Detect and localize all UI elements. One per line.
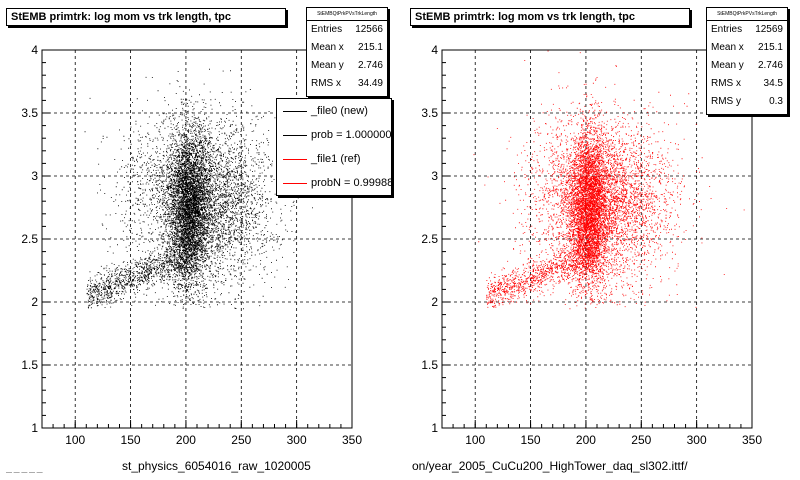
x-tick-label: 200 bbox=[576, 433, 596, 447]
left-x-axis-label: st_physics_6054016_raw_1020005 bbox=[122, 459, 311, 473]
left-stats-row: Entries 12566 bbox=[311, 24, 383, 35]
right-stats-row: RMS y 0.3 bbox=[711, 96, 783, 107]
left-stats-header: StEMBQtPrkPVsTrkLength bbox=[307, 8, 387, 21]
y-tick-label: 3 bbox=[431, 169, 438, 183]
x-tick-label: 250 bbox=[631, 433, 651, 447]
right-stats-header: StEMBQtPrkPVsTrkLength bbox=[707, 8, 787, 21]
right-stats-row: Mean x 215.1 bbox=[711, 42, 783, 53]
x-tick-label: 300 bbox=[687, 433, 707, 447]
y-tick-label: 1 bbox=[31, 421, 38, 435]
y-tick-label: 1.5 bbox=[21, 358, 38, 372]
footer-text: — — — — — bbox=[6, 470, 43, 476]
x-tick-label: 150 bbox=[521, 433, 541, 447]
y-tick-label: 4 bbox=[31, 43, 38, 57]
right-x-axis-label: on/year_2005_CuCu200_HighTower_daq_sl302… bbox=[412, 459, 688, 473]
legend-line-swatch bbox=[283, 159, 307, 160]
y-tick-label: 4 bbox=[431, 43, 438, 57]
x-tick-label: 100 bbox=[465, 433, 485, 447]
right-stats-box: StEMBQtPrkPVsTrkLength Entries 12569 Mean… bbox=[706, 7, 788, 115]
left-stats-box: StEMBQtPrkPVsTrkLength Entries 12566 Mean… bbox=[306, 7, 388, 97]
x-tick-label: 200 bbox=[176, 433, 196, 447]
y-tick-label: 2 bbox=[431, 295, 438, 309]
right-plot-title: StEMB primtrk: log mom vs trk length, tp… bbox=[410, 8, 690, 26]
right-stats-row: Entries 12569 bbox=[711, 24, 783, 35]
scatter-points bbox=[84, 68, 322, 310]
x-tick-label: 350 bbox=[742, 433, 762, 447]
x-tick-label: 350 bbox=[342, 433, 362, 447]
legend-entry: _file1 (ref) bbox=[277, 147, 391, 171]
legend-line-swatch bbox=[283, 111, 307, 112]
legend-entry: prob = 1.000000 bbox=[277, 123, 391, 147]
right-stats-row: RMS x 34.5 bbox=[711, 78, 783, 89]
y-tick-label: 3.5 bbox=[421, 106, 438, 120]
x-tick-label: 250 bbox=[231, 433, 251, 447]
right-stats-row: Mean y 2.746 bbox=[711, 60, 783, 71]
y-tick-label: 1.5 bbox=[421, 358, 438, 372]
right-plot: 100 150 200 250 300 350 1 1.5 2 2.5 3 3.5 4 bbox=[421, 43, 762, 447]
left-stats-row: Mean y 2.746 bbox=[311, 60, 383, 71]
y-tick-label: 3 bbox=[31, 169, 38, 183]
legend-line-swatch bbox=[283, 183, 307, 184]
legend-entry: _file0 (new) bbox=[277, 99, 391, 123]
x-tick-label: 150 bbox=[121, 433, 141, 447]
y-tick-label: 2.5 bbox=[21, 232, 38, 246]
left-stats-row: RMS x 34.49 bbox=[311, 78, 383, 89]
scatter-points bbox=[473, 50, 745, 310]
y-tick-label: 1 bbox=[431, 421, 438, 435]
left-stats-row: Mean x 215.1 bbox=[311, 42, 383, 53]
x-tick-label: 100 bbox=[65, 433, 85, 447]
y-tick-label: 2 bbox=[31, 295, 38, 309]
y-tick-label: 2.5 bbox=[421, 232, 438, 246]
legend-box: _file0 (new) prob = 1.000000 _file1 (ref… bbox=[276, 98, 392, 196]
legend-line-swatch bbox=[283, 135, 307, 136]
y-tick-label: 3.5 bbox=[21, 106, 38, 120]
legend-entry: probN = 0.99988 bbox=[277, 171, 391, 195]
left-plot-title: StEMB primtrk: log mom vs trk length, tp… bbox=[6, 8, 286, 26]
x-tick-label: 300 bbox=[287, 433, 307, 447]
